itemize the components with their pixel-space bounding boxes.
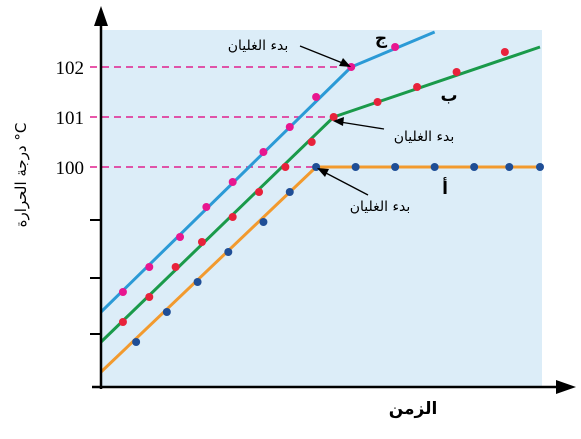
series-markers: [118, 43, 544, 346]
series-tag-a: أ: [442, 177, 448, 199]
svg-text:بدء الغليان: بدء الغليان: [350, 199, 411, 215]
series-2-point-1: [162, 308, 171, 316]
series-0-point-3: [202, 203, 211, 211]
series-2-point-12: [536, 163, 544, 171]
series-0-point-1: [145, 263, 154, 271]
series-2-point-3: [224, 248, 233, 256]
plot-area-background: [101, 30, 542, 387]
series-0-point-6: [285, 123, 294, 131]
series-2-point-9: [430, 163, 439, 171]
series-2-point-8: [391, 163, 400, 171]
y-tick-label-100: 100: [56, 158, 85, 179]
series-1-point-9: [373, 98, 382, 106]
series-1-point-2: [171, 263, 180, 271]
series-tag-b: ب: [440, 86, 457, 106]
annotation-a: بدء الغليان: [317, 168, 410, 215]
series-2-point-5: [285, 188, 294, 196]
series-0-point-2: [176, 233, 185, 241]
series-1-point-8: [329, 113, 338, 121]
series-1-point-11: [452, 68, 461, 76]
series-0-point-5: [259, 148, 268, 156]
y-axis-title: درجة الحرارة °C: [12, 123, 30, 228]
annotation-c: بدء الغليان: [228, 38, 351, 67]
series-1-point-12: [500, 48, 509, 56]
series-2-point-10: [470, 163, 479, 171]
series-1-point-5: [255, 188, 264, 196]
series-2-point-2: [193, 278, 202, 286]
svg-text:بدء الغليان: بدء الغليان: [228, 38, 289, 54]
series-2-point-7: [351, 163, 360, 171]
x-axis-title: الزمن: [389, 399, 438, 419]
series-2-point-0: [132, 338, 141, 346]
series-1-point-3: [197, 238, 206, 246]
annotation-b: بدء الغليان: [333, 117, 454, 145]
y-axis-arrow: [94, 6, 108, 26]
series-tag-c: ج: [375, 29, 388, 49]
svg-text:بدء الغليان: بدء الغليان: [394, 129, 455, 145]
series-1-point-6: [281, 163, 290, 171]
series-0-point-9: [391, 43, 400, 51]
series-0-point-4: [228, 178, 237, 186]
series-0-point-7: [312, 93, 321, 101]
series-0-point-0: [118, 288, 127, 296]
series-0-point-8: [347, 63, 356, 71]
y-ticks: [90, 219, 101, 335]
series-2-point-4: [259, 218, 268, 226]
series-1-point-7: [307, 138, 316, 146]
y-tick-label-101: 101: [56, 108, 85, 129]
series-2-point-11: [505, 163, 514, 171]
y-tick-label-102: 102: [56, 58, 85, 79]
series-1-point-4: [228, 213, 237, 221]
series-1-point-10: [413, 83, 422, 91]
x-axis-arrow: [556, 380, 576, 394]
series-1-point-0: [118, 318, 127, 326]
series-1-point-1: [145, 293, 154, 301]
